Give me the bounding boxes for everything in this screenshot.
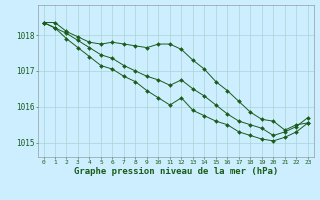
X-axis label: Graphe pression niveau de la mer (hPa): Graphe pression niveau de la mer (hPa) xyxy=(74,167,278,176)
